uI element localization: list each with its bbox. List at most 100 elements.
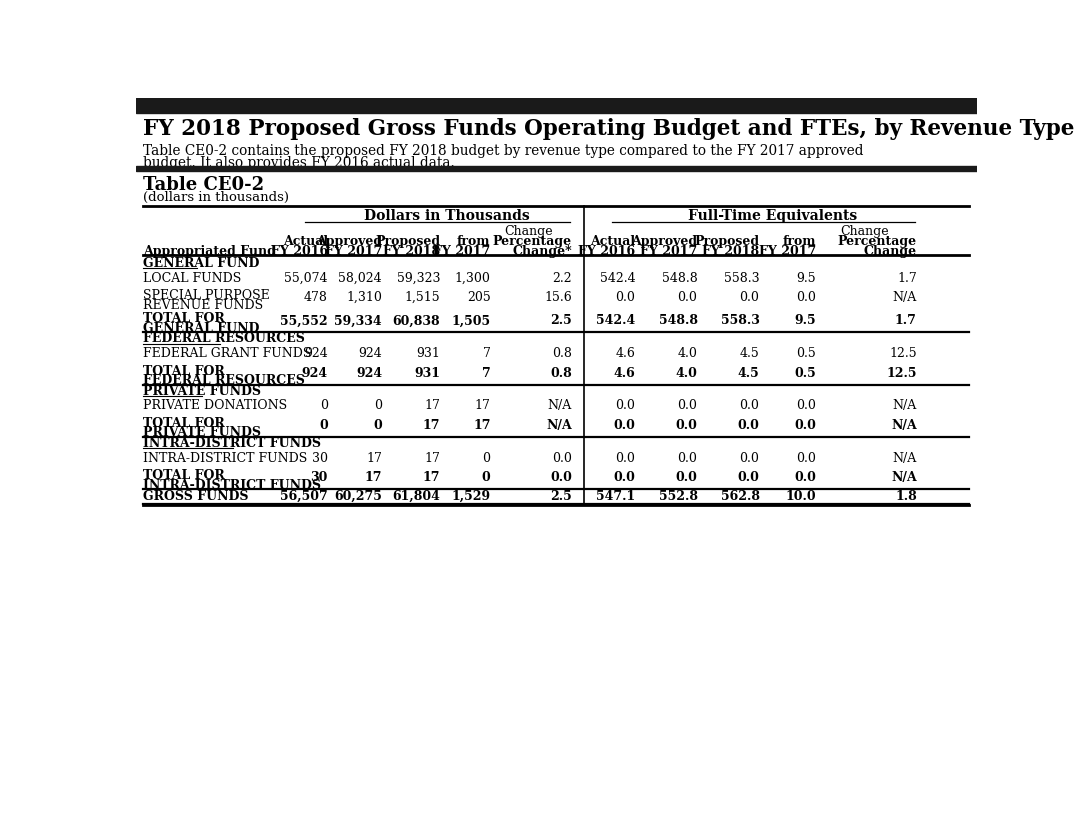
Text: 0.0: 0.0 (678, 291, 698, 304)
Text: 0: 0 (374, 399, 382, 412)
Text: Actual: Actual (283, 235, 328, 248)
Text: Table CE0-2 contains the proposed FY 2018 budget by revenue type compared to the: Table CE0-2 contains the proposed FY 201… (143, 144, 864, 158)
Text: 4.6: 4.6 (615, 347, 636, 360)
Text: 542.4: 542.4 (597, 315, 636, 328)
Text: 1,505: 1,505 (451, 315, 490, 328)
Text: TOTAL FOR: TOTAL FOR (143, 312, 225, 325)
Text: 4.5: 4.5 (740, 347, 759, 360)
Text: LOCAL FUNDS: LOCAL FUNDS (143, 272, 242, 285)
Text: 931: 931 (414, 367, 441, 380)
Text: 0.0: 0.0 (615, 399, 636, 412)
Text: N/A: N/A (548, 399, 572, 412)
Text: Dollars in Thousands: Dollars in Thousands (363, 209, 529, 224)
Text: 12.5: 12.5 (886, 367, 917, 380)
Text: 0.5: 0.5 (796, 347, 816, 360)
Text: 931: 931 (417, 347, 441, 360)
Text: 924: 924 (302, 367, 328, 380)
Text: 59,334: 59,334 (334, 315, 382, 328)
Text: 58,024: 58,024 (339, 272, 382, 285)
Text: 0.0: 0.0 (738, 472, 760, 485)
Text: FY 2016: FY 2016 (578, 245, 636, 258)
Text: 4.5: 4.5 (738, 367, 760, 380)
Text: 1,300: 1,300 (455, 272, 490, 285)
Text: 0.5: 0.5 (794, 367, 816, 380)
Text: Table CE0-2: Table CE0-2 (143, 176, 265, 194)
Text: budget. It also provides FY 2016 actual data.: budget. It also provides FY 2016 actual … (143, 156, 455, 170)
Text: 9.5: 9.5 (796, 272, 816, 285)
Text: 1,515: 1,515 (405, 291, 441, 304)
Text: N/A: N/A (893, 291, 917, 304)
Text: 0.8: 0.8 (552, 347, 572, 360)
Text: 4.6: 4.6 (614, 367, 636, 380)
Text: 1,529: 1,529 (451, 489, 490, 502)
Text: 60,275: 60,275 (334, 489, 382, 502)
Text: N/A: N/A (891, 419, 917, 432)
Text: 558.3: 558.3 (724, 272, 760, 285)
Text: 0.0: 0.0 (740, 291, 759, 304)
Text: 0.0: 0.0 (676, 419, 698, 432)
Text: 552.8: 552.8 (659, 489, 698, 502)
Text: FY 2018 Proposed Gross Funds Operating Budget and FTEs, by Revenue Type: FY 2018 Proposed Gross Funds Operating B… (143, 118, 1075, 140)
Text: 0.0: 0.0 (794, 419, 816, 432)
Text: 0.0: 0.0 (796, 452, 816, 465)
Text: N/A: N/A (891, 472, 917, 485)
Text: 924: 924 (358, 347, 382, 360)
Text: GENERAL FUND: GENERAL FUND (143, 322, 259, 335)
Text: N/A: N/A (893, 452, 917, 465)
Text: 4.0: 4.0 (676, 367, 698, 380)
Text: 12.5: 12.5 (890, 347, 917, 360)
Text: 7: 7 (482, 367, 490, 380)
Text: 30: 30 (310, 472, 328, 485)
Text: 542.4: 542.4 (600, 272, 636, 285)
Text: 17: 17 (365, 472, 382, 485)
Text: 0.0: 0.0 (678, 399, 698, 412)
Text: 0: 0 (483, 452, 490, 465)
Text: 548.8: 548.8 (659, 315, 698, 328)
Text: from: from (457, 235, 490, 248)
Text: from: from (782, 235, 816, 248)
Text: Change: Change (505, 224, 553, 237)
Text: 61,804: 61,804 (393, 489, 441, 502)
Text: 0.0: 0.0 (615, 291, 636, 304)
Text: Change: Change (864, 245, 917, 258)
Text: 59,323: 59,323 (397, 272, 441, 285)
Text: FY 2017: FY 2017 (324, 245, 382, 258)
Text: Actual: Actual (590, 235, 636, 248)
Text: 924: 924 (356, 367, 382, 380)
Text: 17: 17 (423, 419, 441, 432)
Text: FY 2017: FY 2017 (433, 245, 490, 258)
Bar (136, 166, 976, 171)
Text: 547.1: 547.1 (597, 489, 636, 502)
Text: 0: 0 (373, 419, 382, 432)
Text: 17: 17 (473, 419, 490, 432)
Text: 2.5: 2.5 (550, 315, 572, 328)
Text: 1.7: 1.7 (895, 315, 917, 328)
Text: 17: 17 (424, 399, 441, 412)
Text: GENERAL FUND: GENERAL FUND (143, 257, 259, 270)
Text: Appropriated Fund: Appropriated Fund (143, 245, 277, 258)
Text: 0.0: 0.0 (796, 399, 816, 412)
Text: INTRA-DISTRICT FUNDS: INTRA-DISTRICT FUNDS (143, 479, 321, 492)
Text: 56,507: 56,507 (280, 489, 328, 502)
Text: 60,838: 60,838 (393, 315, 441, 328)
Text: TOTAL FOR: TOTAL FOR (143, 417, 225, 430)
Text: 478: 478 (304, 291, 328, 304)
Text: Proposed: Proposed (694, 235, 759, 248)
Text: PRIVATE DONATIONS: PRIVATE DONATIONS (143, 399, 288, 412)
Text: 0: 0 (319, 419, 328, 432)
Text: INTRA-DISTRICT FUNDS: INTRA-DISTRICT FUNDS (143, 452, 308, 465)
Text: 562.8: 562.8 (720, 489, 760, 502)
Text: FY 2017: FY 2017 (758, 245, 816, 258)
Text: 558.3: 558.3 (720, 315, 760, 328)
Text: Approved: Approved (631, 235, 698, 248)
Text: N/A: N/A (893, 399, 917, 412)
Text: 2.5: 2.5 (550, 489, 572, 502)
Text: 1.7: 1.7 (897, 272, 917, 285)
Text: 0.0: 0.0 (796, 291, 816, 304)
Text: 0: 0 (482, 472, 490, 485)
Text: Change: Change (840, 224, 889, 237)
Text: Full-Time Equivalents: Full-Time Equivalents (689, 209, 857, 224)
Text: 205: 205 (467, 291, 490, 304)
Text: 0.0: 0.0 (740, 452, 759, 465)
Text: REVENUE FUNDS: REVENUE FUNDS (143, 298, 264, 311)
